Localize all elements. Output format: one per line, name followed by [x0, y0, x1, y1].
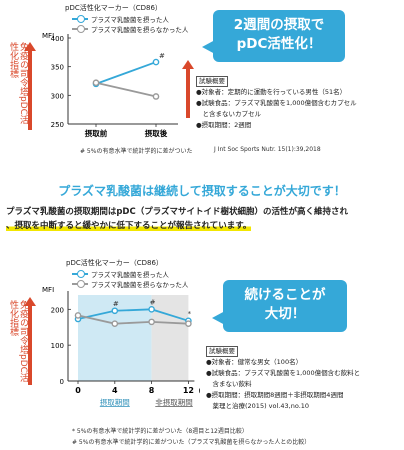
- top-increase-arrow-icon: [182, 60, 194, 118]
- top-bubble-tail: [202, 40, 215, 54]
- top-bubble-line2: pDC活性化！: [236, 36, 322, 52]
- bottom-chart-title: pDC活性化マーカー（CD86）: [66, 259, 163, 267]
- top-legend-label-taken: プラズマ乳酸菌を摂った人: [91, 16, 169, 24]
- body-line-1: プラズマ乳酸菌の摂取期間はpDC（プラズマサイトイド樹状細胞）の活性が高く維持さ…: [6, 207, 349, 217]
- top-significance-marker: #: [159, 52, 165, 60]
- top-data-point: [152, 58, 160, 66]
- bottom-significance-marker: #: [150, 298, 156, 306]
- bottom-summary-line: ●試験食品：プラズマ乳酸菌を1,000億個含む飲料と: [206, 369, 361, 377]
- bottom-non-intake-period-band: [151, 295, 189, 381]
- top-y-label: MFI: [42, 32, 54, 40]
- top-citation: J Int Soc Sports Nutr. 15(1):39,2018: [214, 146, 321, 153]
- top-legend-item-taken: プラズマ乳酸菌を摂った人: [72, 14, 169, 24]
- top-bubble-line1: 2週間の摂取で: [233, 17, 325, 33]
- bottom-x-tick: 4: [112, 386, 118, 395]
- bottom-summary-header: 試験概要: [206, 346, 238, 357]
- top-y-tick: 300: [51, 92, 64, 100]
- bottom-x-tick: 12: [183, 386, 194, 395]
- bottom-summary: 試験概要 ●対象者：健常な男女（100名） ●試験食品：プラズマ乳酸菌を1,00…: [206, 346, 402, 412]
- top-summary-line: ●対象者：定期的に運動を行っている男性（51名）: [196, 88, 347, 96]
- bottom-summary-line: ●摂取期間：摂取期間8週間＋非摂取期間4週間: [206, 391, 344, 399]
- bottom-significance-marker: *: [188, 310, 192, 318]
- bottom-x-unit: （週）: [194, 386, 200, 395]
- bottom-series-line: [77, 314, 189, 325]
- body-line-2: 、摂取を中断すると緩やかに低下することが報告されています。: [6, 221, 252, 231]
- bottom-period-label-non-intake: 非摂取期間: [155, 397, 193, 407]
- bottom-legend-label-taken: プラズマ乳酸菌を摂った人: [91, 271, 169, 279]
- top-data-point: [92, 79, 100, 87]
- top-summary-line: ●摂取期間：2週間: [196, 121, 252, 129]
- bottom-series-line: [77, 308, 189, 322]
- bottom-y-label: MFI: [42, 286, 54, 294]
- bottom-bubble-line1: 続けることが: [244, 287, 326, 303]
- top-y-tick: 350: [51, 64, 64, 72]
- bottom-chart: MFI 0 100 200 0 4 8 12（週） # # * 摂取期間 非摂取期間: [42, 286, 200, 407]
- bottom-data-point: [148, 306, 155, 313]
- top-legend-label-control: プラズマ乳酸菌を摂らなかった人: [91, 26, 189, 34]
- top-summary-line: と含まないカプセル: [196, 110, 262, 118]
- bottom-y-tick: 0: [60, 378, 64, 386]
- top-data-point: [152, 93, 160, 100]
- bottom-side-arrow-icon: [24, 297, 36, 385]
- top-y-tick: 250: [51, 121, 64, 129]
- bottom-data-point: [111, 307, 119, 315]
- bottom-footnote-1: * 5%の有意水準で統計学的に差がついた（8週目と12週目比較）: [72, 428, 248, 435]
- top-legend-item-control: プラズマ乳酸菌を摂らなかった人: [72, 24, 188, 34]
- bottom-side-label: 免疫の司令塔pDC活性化指標: [8, 300, 28, 382]
- bottom-bubble: 続けることが 大切！: [223, 280, 347, 332]
- top-side-label: 免疫の司令塔pDC活性化指標: [8, 42, 28, 124]
- bottom-legend-label-control: プラズマ乳酸菌を摂らなかった人: [91, 281, 189, 289]
- bottom-x-tick: 8: [149, 386, 155, 395]
- body-text: プラズマ乳酸菌の摂取期間はpDC（プラズマサイトイド樹状細胞）の活性が高く維持さ…: [6, 205, 402, 233]
- bottom-footnote-2: # 5%の有意水準で統計学的に差がついた（プラズマ乳酸菌を摂らなかった人との比較…: [72, 439, 311, 446]
- bottom-legend-item-taken: プラズマ乳酸菌を摂った人: [72, 269, 169, 279]
- top-x-tick: 摂取後: [145, 128, 168, 138]
- top-bubble: 2週間の摂取で pDC活性化！: [213, 10, 345, 62]
- top-x-tick: 摂取前: [85, 128, 108, 138]
- bottom-legend-item-control: プラズマ乳酸菌を摂らなかった人: [72, 279, 188, 289]
- bottom-period-label-intake: 摂取期間: [100, 397, 130, 407]
- bottom-data-point: [185, 320, 192, 327]
- bottom-y-tick: 200: [51, 306, 64, 314]
- top-chart: MFI 250 300 350 400 摂取前 摂取後 #: [42, 32, 178, 138]
- bottom-x-tick: 0: [75, 386, 81, 395]
- top-series-line: [95, 81, 157, 98]
- top-y-tick: 400: [51, 35, 64, 43]
- bottom-summary-line: 薬理と治療(2015) vol.43,no.10: [206, 402, 310, 410]
- bottom-data-point: [111, 320, 119, 327]
- top-footnote: # 5%の有意水準で統計学的に差がついた: [80, 148, 193, 155]
- headline: プラズマ乳酸菌は継続して摂取することが大切です！: [58, 184, 346, 198]
- bottom-bubble-tail: [212, 311, 225, 325]
- top-summary-line: ●試験食品：プラズマ乳酸菌を1,000億個含むカプセル: [196, 99, 357, 107]
- top-summary-header: 試験概要: [196, 76, 228, 87]
- bottom-bubble-line2: 大切！: [264, 306, 306, 322]
- bottom-data-point: [74, 312, 82, 319]
- top-chart-title: pDC活性化マーカー（CD86）: [65, 4, 162, 12]
- bottom-y-tick: 100: [51, 342, 64, 350]
- bottom-significance-marker: #: [113, 300, 119, 308]
- top-side-arrow-icon: [24, 42, 36, 130]
- bottom-data-point: [148, 318, 155, 326]
- bottom-summary-line: 含まない飲料: [206, 380, 252, 388]
- bottom-summary-line: ●対象者：健常な男女（100名）: [206, 358, 303, 366]
- top-summary: 試験概要 ●対象者：定期的に運動を行っている男性（51名） ●試験食品：プラズマ…: [196, 76, 401, 131]
- top-series-line: [95, 61, 157, 85]
